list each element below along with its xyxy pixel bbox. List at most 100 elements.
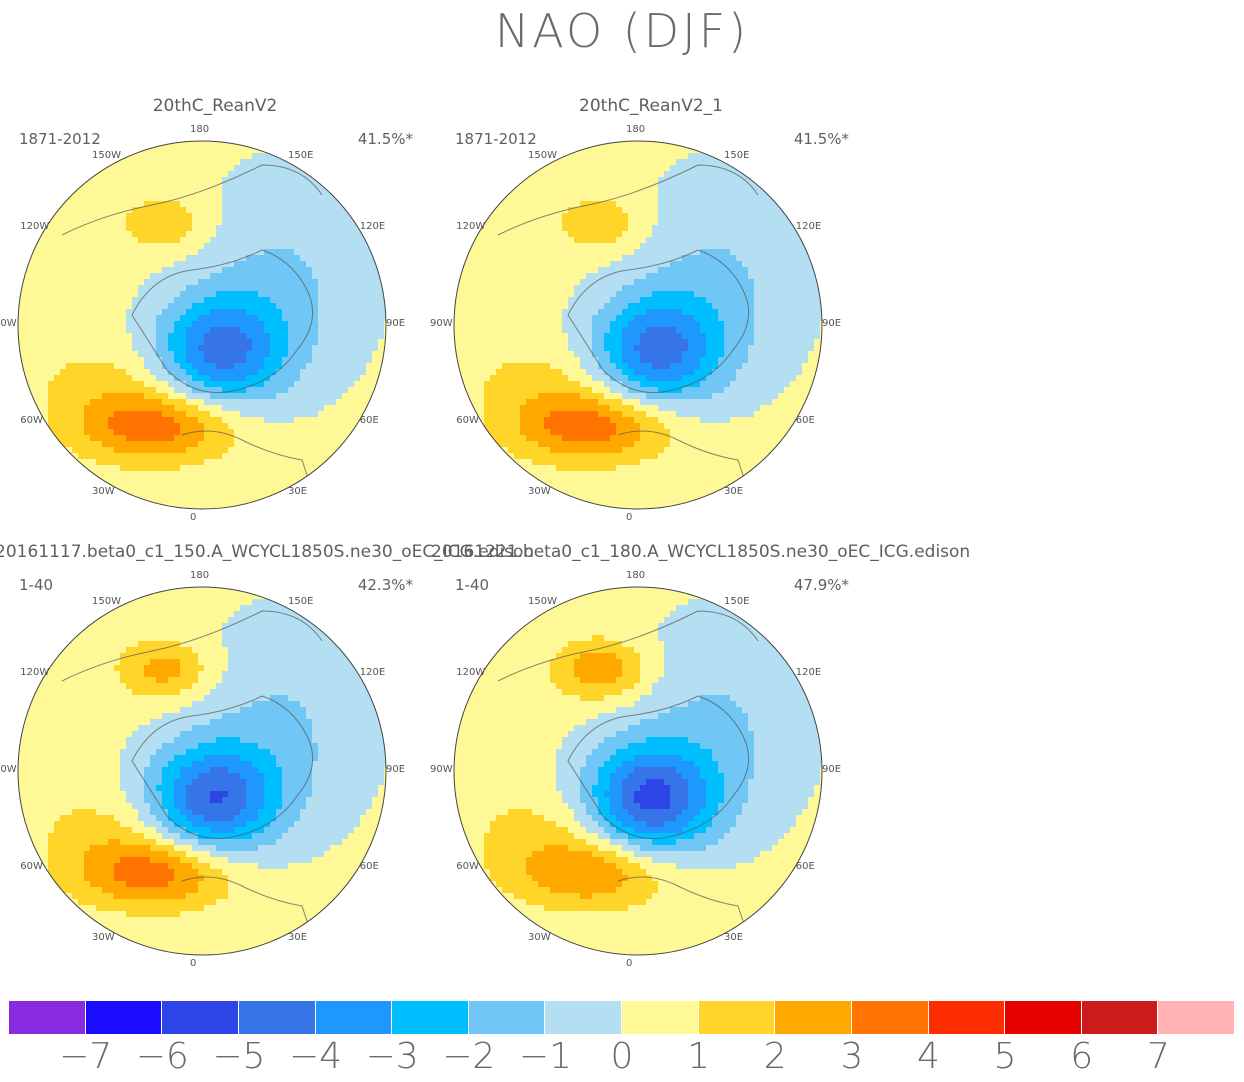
colorbar-swatch [9,1001,86,1034]
longitude-label: 150W [92,595,121,607]
contour-field [18,141,386,509]
longitude-label: 120W [456,221,486,232]
colorbar-tick-label: −2 [442,1036,496,1077]
longitude-label: 30W [528,486,551,497]
longitude-label: 90W [430,318,453,329]
colorbar-tick-label: −5 [212,1036,266,1077]
colorbar-swatch [928,1001,1006,1034]
panel-variance-percent: 41.5%* [357,130,413,148]
longitude-label: 120W [20,221,50,232]
colorbar-tick-label: −1 [518,1036,572,1077]
panel-period: 1871-2012 [455,130,537,148]
contour-field [454,587,822,955]
longitude-label: 60W [456,861,479,872]
longitude-label: 150E [724,595,750,607]
map-panel: 20thC_ReanV2 1871-2012 41.5%* 180 150E 120E 90… [0,96,435,542]
colorbar-tick-label: 5 [993,1036,1017,1077]
longitude-label: 0 [190,958,197,969]
longitude-label: 90E [822,318,842,329]
panel-variance-percent: 47.9%* [793,576,849,594]
longitude-label: 120E [795,667,822,678]
panel-period: 1871-2012 [19,130,101,148]
colorbar-tick-label: 7 [1146,1036,1170,1077]
polar-map [453,586,823,956]
longitude-label: 90E [386,764,406,775]
panel-period: 1-40 [455,576,490,594]
longitude-label: 150E [724,149,750,161]
longitude-label: 60E [795,861,815,872]
longitude-label: 60W [456,415,479,426]
longitude-label: 60W [20,415,43,426]
colorbar-tick-label: −7 [59,1036,113,1077]
coastline [497,610,759,937]
colorbar-swatch [851,1001,929,1034]
colorbar-swatch [698,1001,776,1034]
longitude-label: 150W [528,595,557,607]
colorbar-swatch [622,1001,699,1034]
longitude-label: 30E [288,486,308,497]
panel-title: 20161117.beta0_c1_150.A_WCYCL1850S.ne30_… [0,542,535,562]
coastline [497,164,759,491]
coastline [61,610,323,937]
colorbar-tick-label: 4 [917,1036,940,1077]
colorbar-swatch [775,1001,852,1034]
longitude-label: 60E [359,861,379,872]
contour-field [454,141,822,509]
longitude-label: 150E [288,595,314,607]
longitude-label: 90E [822,764,842,775]
colorbar-swatch [1081,1001,1159,1034]
longitude-label: 60W [20,861,43,872]
colorbar-swatch [1158,1001,1235,1034]
longitude-label: 150E [288,149,314,161]
longitude-label: 30E [724,932,744,943]
colorbar-tick-label: 0 [610,1036,634,1077]
colorbar-swatch [85,1001,163,1034]
longitude-label: 150W [92,149,121,161]
colorbar-swatch [162,1001,239,1034]
colorbar-tick-label: −3 [365,1036,419,1077]
longitude-label: 0 [626,958,633,969]
panel-period: 1-40 [19,576,54,594]
colorbar-swatch [545,1001,622,1034]
colorbar-tick-label: 6 [1070,1036,1094,1077]
colorbar [9,1001,1235,1035]
map-boundary [453,586,823,956]
polar-map [453,140,823,510]
longitude-label: 30W [92,486,115,497]
longitude-label: 120W [20,667,50,678]
longitude-label: 180 [626,124,646,135]
map-panel: 20thC_ReanV2_1 1871-2012 41.5%* 180 150E 120E… [430,96,871,542]
colorbar-tick-label: 2 [763,1036,787,1077]
panel-title: 20thC_ReanV2_1 [579,96,723,116]
longitude-label: 180 [190,124,210,135]
colorbar-tick-label: 1 [687,1036,711,1077]
map-panel: 20161221.beta0_c1_180.A_WCYCL1850S.ne30_… [430,542,971,988]
panel-title: 20thC_ReanV2 [152,96,278,116]
longitude-label: 120E [359,221,386,232]
longitude-label: 60E [795,415,815,426]
colorbar-swatch [392,1001,469,1034]
map-boundary [453,140,823,510]
panel-variance-percent: 42.3%* [357,576,413,594]
polar-map [17,586,387,956]
colorbar-tick-label: 3 [840,1036,864,1077]
map-boundary [17,140,387,510]
polar-map [17,140,387,510]
longitude-label: 90W [0,318,17,329]
longitude-label: 30E [724,486,744,497]
colorbar-swatch [238,1001,316,1034]
longitude-label: 180 [626,570,646,581]
colorbar-swatch [1005,1001,1082,1034]
colorbar-tick-label: −6 [135,1036,189,1077]
longitude-label: 90W [0,764,17,775]
longitude-label: 30E [288,932,308,943]
longitude-label: 120E [795,221,822,232]
map-panel: 20161117.beta0_c1_150.A_WCYCL1850S.ne30_… [0,542,535,988]
contour-field [18,587,386,955]
longitude-label: 30W [92,932,115,943]
longitude-label: 120W [456,667,486,678]
panel-title: 20161221.beta0_c1_180.A_WCYCL1850S.ne30_… [431,542,971,562]
map-boundary [17,586,387,956]
colorbar-tick-label: −4 [288,1036,343,1077]
longitude-label: 30W [528,932,551,943]
